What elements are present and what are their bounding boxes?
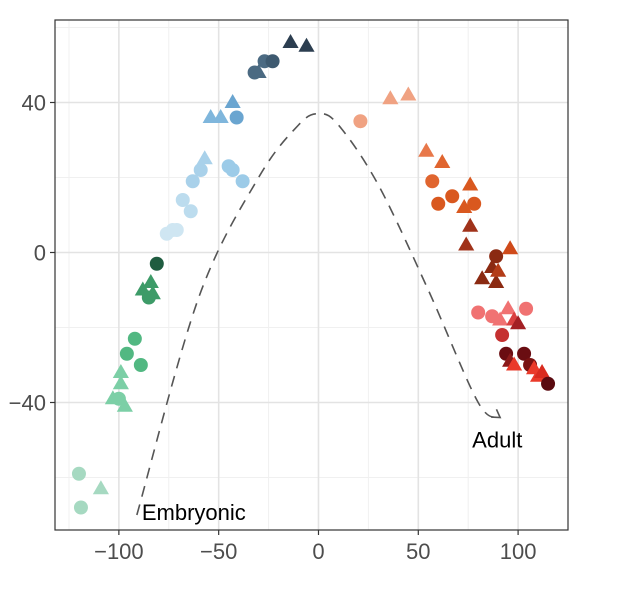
data-point-triangle bbox=[474, 270, 491, 285]
x-tick-label: −100 bbox=[94, 539, 144, 564]
data-point-circle bbox=[519, 301, 534, 316]
data-point-circle bbox=[71, 466, 86, 481]
axis-ticks bbox=[50, 101, 519, 535]
data-point-circle bbox=[489, 249, 504, 264]
data-point-triangle bbox=[434, 154, 451, 169]
data-point-triangle bbox=[298, 37, 315, 52]
data-point-triangle bbox=[418, 142, 435, 157]
data-point-triangle bbox=[144, 285, 161, 300]
data-point-triangle bbox=[282, 34, 299, 49]
y-tick-label: 0 bbox=[34, 241, 46, 266]
data-point-triangle bbox=[490, 262, 507, 277]
data-point-triangle bbox=[382, 90, 399, 105]
data-point-circle bbox=[353, 114, 368, 129]
data-point-triangle bbox=[462, 217, 479, 232]
data-point-circle bbox=[471, 305, 486, 320]
data-point-triangle bbox=[502, 240, 519, 255]
data-point-triangle bbox=[533, 364, 551, 379]
y-tick-label: 40 bbox=[22, 91, 46, 116]
data-point-triangle bbox=[400, 86, 417, 101]
data-point-triangle bbox=[92, 480, 109, 495]
data-point-circle bbox=[149, 256, 164, 271]
data-points bbox=[71, 34, 556, 515]
data-point-triangle bbox=[142, 274, 159, 289]
data-point-triangle bbox=[488, 274, 505, 289]
data-point-circle bbox=[265, 54, 280, 69]
data-point-circle bbox=[119, 346, 134, 361]
data-point-circle bbox=[183, 204, 198, 219]
data-point-circle bbox=[133, 358, 148, 372]
data-point-circle bbox=[225, 163, 240, 177]
data-point-circle bbox=[517, 346, 532, 361]
data-point-circle bbox=[73, 500, 88, 515]
data-point-triangle bbox=[196, 150, 213, 165]
data-point-triangle bbox=[250, 64, 267, 79]
data-point-circle bbox=[431, 196, 446, 211]
trajectory-arrowhead bbox=[491, 408, 502, 419]
data-point-circle bbox=[495, 328, 510, 342]
trajectory-arrow bbox=[136, 112, 501, 516]
data-point-circle bbox=[425, 174, 440, 189]
data-point-circle bbox=[193, 163, 208, 177]
data-point-circle bbox=[541, 376, 556, 391]
plot-panel-border bbox=[54, 19, 569, 531]
data-point-triangle bbox=[462, 176, 479, 191]
data-point-triangle bbox=[112, 364, 129, 379]
data-point-circle bbox=[127, 331, 142, 346]
x-tick-label: −50 bbox=[200, 539, 237, 564]
grid-major bbox=[55, 20, 568, 530]
data-point-triangle bbox=[500, 300, 517, 315]
annotation-embryonic: Embryonic bbox=[142, 500, 246, 525]
data-point-circle bbox=[175, 193, 190, 207]
data-point-circle bbox=[235, 174, 250, 189]
data-point-triangle bbox=[224, 94, 241, 109]
data-point-triangle bbox=[458, 236, 475, 251]
data-point-triangle bbox=[510, 315, 527, 330]
data-point-circle bbox=[467, 196, 482, 211]
tick-labels: −100 −50 0 50 100 −40 0 40 bbox=[9, 91, 537, 565]
y-tick-label: −40 bbox=[9, 391, 46, 416]
data-point-circle bbox=[185, 174, 200, 189]
x-tick-label: 50 bbox=[406, 539, 430, 564]
data-point-triangle bbox=[112, 375, 129, 390]
grid-minor bbox=[55, 20, 569, 530]
data-point-triangle bbox=[506, 356, 523, 371]
annotation-adult: Adult bbox=[472, 428, 522, 453]
data-point-circle bbox=[445, 189, 460, 204]
data-point-triangle bbox=[212, 109, 229, 124]
data-point-circle bbox=[169, 223, 184, 237]
data-point-triangle bbox=[492, 311, 509, 326]
x-tick-label: 0 bbox=[312, 539, 324, 564]
data-point-triangle bbox=[116, 397, 133, 412]
x-tick-label: 100 bbox=[500, 539, 537, 564]
data-point-circle bbox=[229, 110, 244, 125]
data-point-triangle bbox=[456, 199, 473, 214]
